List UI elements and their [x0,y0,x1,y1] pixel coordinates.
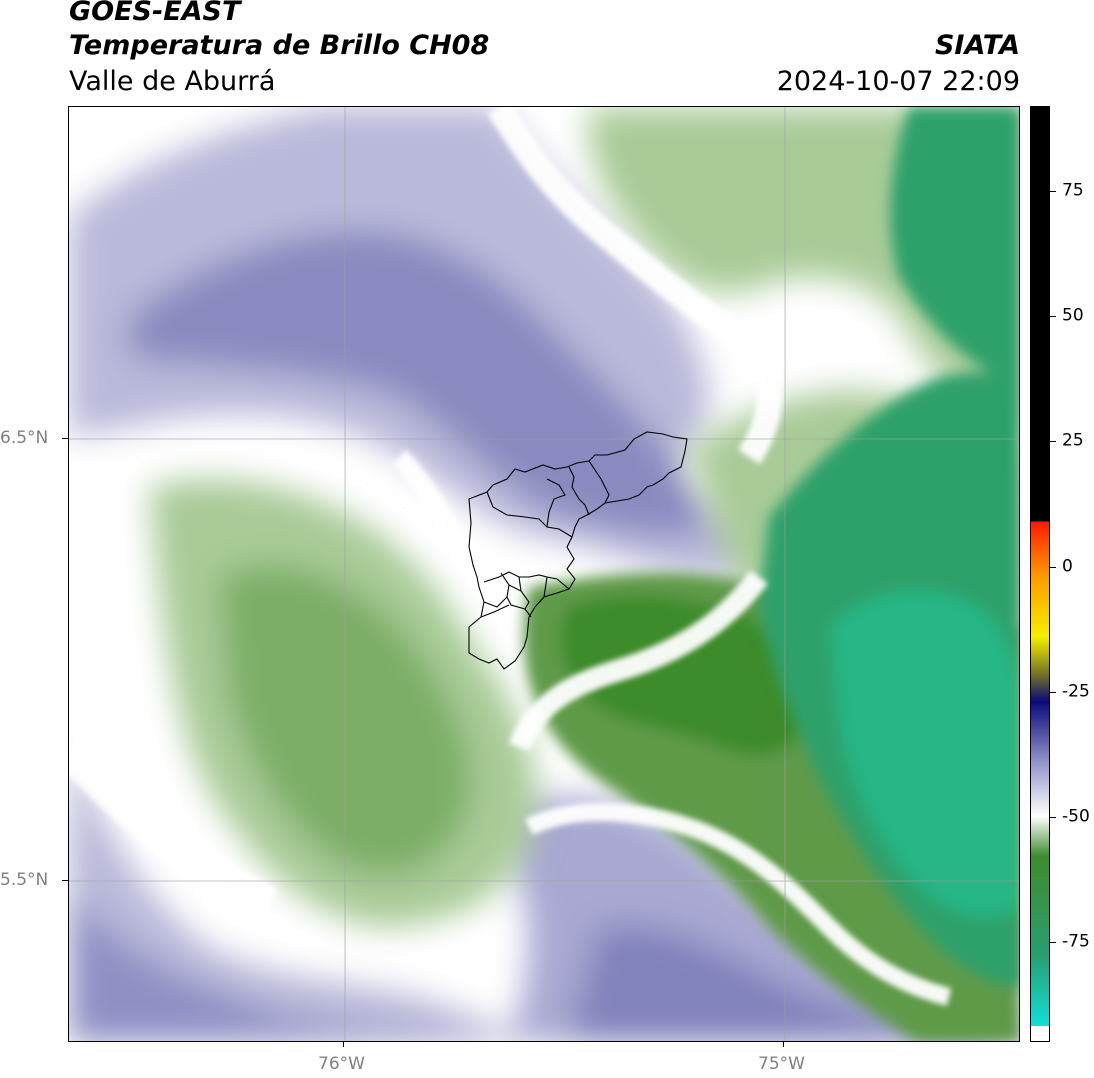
lat-label-6-5: 6.5°N [0,428,49,448]
lon-label-75: 75°W [758,1054,805,1074]
colorbar-tick-label: 25 [1062,430,1084,451]
colorbar-tick-label: -50 [1062,806,1090,827]
colorbar-tick [1050,691,1056,693]
gridlines [69,107,1019,1041]
colorbar-tick-label: 0 [1062,556,1073,576]
lat-tick-5-5 [62,880,68,881]
colorbar-tick-label: -25 [1062,681,1090,702]
colorbar-tick [1050,566,1056,568]
colorbar-tick [1050,941,1056,943]
lon-tick-76 [343,1041,344,1047]
colorbar-tick [1050,191,1056,193]
temperature-colorbar [1030,106,1050,1042]
region-subtitle: Valle de Aburrá [69,66,276,97]
colorbar-tick [1050,316,1056,318]
map-field [69,107,1019,1041]
lon-tick-75 [783,1041,784,1047]
lat-label-5-5: 5.5°N [0,870,49,890]
municipal-boundaries [468,431,688,670]
lat-tick-6-5 [62,438,68,439]
colorbar-tick-label: 50 [1062,305,1084,326]
agency-label: SIATA [934,30,1020,61]
colorbar-tick-label: 75 [1062,180,1084,201]
product-title: Temperatura de Brillo CH08 [69,30,490,61]
colorbar-tick [1050,441,1056,443]
lon-label-76: 76°W [318,1054,365,1074]
brightness-temperature-map[interactable] [68,106,1020,1042]
colorbar-tick [1050,816,1056,818]
colorbar-tick-label: -75 [1062,931,1090,952]
timestamp-label: 2024-10-07 22:09 [776,66,1020,97]
satellite-title: GOES-EAST [69,0,241,27]
